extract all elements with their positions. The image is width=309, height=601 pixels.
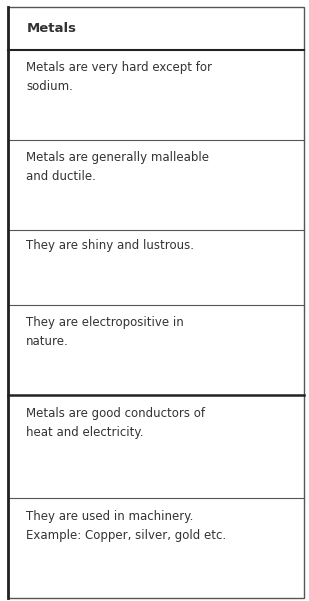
Text: They are shiny and lustrous.: They are shiny and lustrous. [26, 239, 194, 252]
Text: Metals are very hard except for
sodium.: Metals are very hard except for sodium. [26, 61, 212, 93]
Text: Metals are good conductors of
heat and electricity.: Metals are good conductors of heat and e… [26, 407, 205, 439]
Text: They are electropositive in
nature.: They are electropositive in nature. [26, 316, 184, 347]
Text: They are used in machinery.
Example: Copper, silver, gold etc.: They are used in machinery. Example: Cop… [26, 510, 226, 542]
Text: Metals are generally malleable
and ductile.: Metals are generally malleable and ducti… [26, 151, 209, 183]
Text: Metals: Metals [26, 22, 76, 35]
